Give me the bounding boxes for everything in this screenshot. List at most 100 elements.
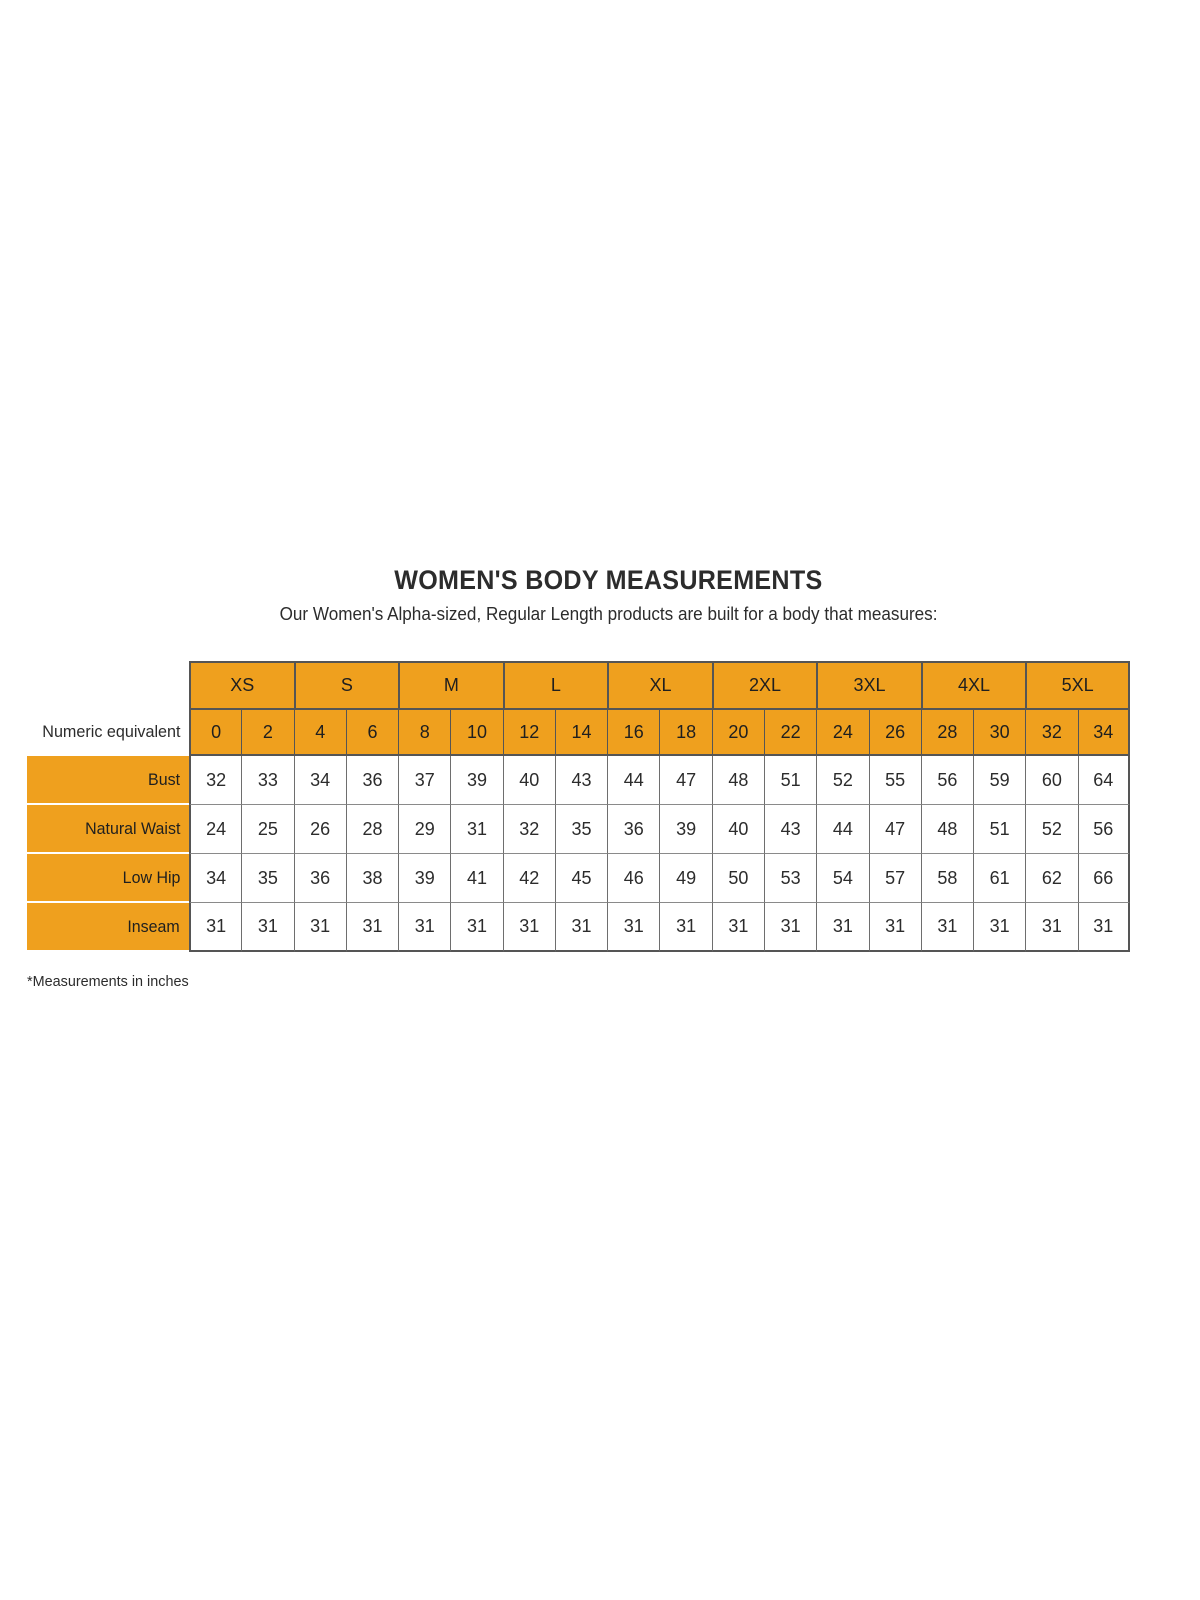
cell-low-hip-4: 36: [293, 854, 346, 903]
cell-inseam-34: 31: [1077, 903, 1130, 952]
cell-inseam-0: 31: [189, 903, 242, 952]
cell-low-hip-2: 35: [241, 854, 294, 903]
cell-low-hip-6: 38: [345, 854, 399, 903]
numeric-size-header-12: 12: [502, 708, 555, 756]
cell-low-hip-30: 61: [973, 854, 1026, 903]
cell-bust-32: 60: [1025, 756, 1078, 805]
cell-bust-34: 64: [1077, 756, 1130, 805]
row-label-text: Inseam: [127, 916, 181, 936]
cell-inseam-22: 31: [763, 903, 817, 952]
numeric-size-header-24: 24: [816, 708, 869, 756]
numeric-size-header-28: 28: [920, 708, 974, 756]
cell-natural-waist-18: 39: [659, 805, 712, 854]
cell-natural-waist-4: 26: [293, 805, 346, 854]
alpha-size-header-s: S: [293, 661, 399, 708]
cell-bust-2: 33: [241, 756, 294, 805]
cell-low-hip-10: 41: [450, 854, 503, 903]
numeric-size-header-2: 2: [241, 708, 294, 756]
numeric-size-header-34: 34: [1077, 708, 1130, 756]
cell-natural-waist-22: 43: [763, 805, 817, 854]
cell-natural-waist-14: 35: [554, 805, 608, 854]
cell-natural-waist-2: 25: [241, 805, 294, 854]
cell-low-hip-14: 45: [554, 854, 608, 903]
cell-bust-0: 32: [189, 756, 242, 805]
numeric-size-header-10: 10: [450, 708, 503, 756]
cell-bust-30: 59: [973, 756, 1026, 805]
cell-natural-waist-30: 51: [973, 805, 1026, 854]
cell-natural-waist-10: 31: [450, 805, 503, 854]
cell-low-hip-12: 42: [502, 854, 555, 903]
cell-low-hip-18: 49: [659, 854, 712, 903]
cell-inseam-16: 31: [607, 903, 660, 952]
cell-bust-16: 44: [607, 756, 660, 805]
cell-inseam-2: 31: [241, 903, 294, 952]
row-label-inseam: Inseam: [27, 903, 190, 952]
cell-bust-20: 48: [711, 756, 764, 805]
row-label-natural-waist: Natural Waist: [27, 805, 190, 854]
numeric-equivalent-label-text: Numeric equivalent: [41, 722, 181, 741]
alpha-size-header-xs: XS: [189, 661, 294, 708]
cell-bust-28: 56: [920, 756, 974, 805]
alpha-size-header-3xl: 3XL: [816, 661, 921, 708]
cell-inseam-4: 31: [293, 903, 346, 952]
alpha-size-header-l: L: [502, 661, 608, 708]
cell-low-hip-24: 54: [816, 854, 869, 903]
cell-low-hip-22: 53: [763, 854, 817, 903]
cell-inseam-6: 31: [345, 903, 399, 952]
page-subtitle: Our Women's Alpha-sized, Regular Length …: [279, 603, 938, 624]
numeric-size-header-8: 8: [398, 708, 451, 756]
cell-bust-18: 47: [659, 756, 712, 805]
cell-low-hip-0: 34: [189, 854, 242, 903]
page-title: WOMEN'S BODY MEASUREMENTS: [394, 565, 823, 595]
cell-natural-waist-0: 24: [189, 805, 242, 854]
cell-natural-waist-32: 52: [1025, 805, 1078, 854]
measurements-table-wrapper: XS S M L XL 2XL 3XL 4XL 5XL Numeric equivalent 0 2 4…: [27, 661, 1130, 952]
row-label-bust: Bust: [27, 756, 190, 805]
cell-inseam-28: 31: [920, 903, 974, 952]
cell-bust-24: 52: [816, 756, 869, 805]
numeric-size-header-16: 16: [607, 708, 660, 756]
alpha-size-header-4xl: 4XL: [920, 661, 1026, 708]
cell-inseam-12: 31: [502, 903, 555, 952]
numeric-equivalent-row: Numeric equivalent 0 2 4 6 8 10 12 14 16 18 20 22 24 2…: [27, 708, 1130, 756]
size-chart-container: WOMEN'S BODY MEASUREMENTS Our Women's Al…: [0, 565, 1200, 990]
alpha-size-header-m: M: [398, 661, 503, 708]
measurements-table: XS S M L XL 2XL 3XL 4XL 5XL Numeric equivalent 0 2 4…: [27, 661, 1130, 952]
cell-inseam-18: 31: [659, 903, 712, 952]
alpha-size-header-row: XS S M L XL 2XL 3XL 4XL 5XL: [27, 661, 1130, 708]
numeric-size-header-22: 22: [763, 708, 817, 756]
cell-low-hip-26: 57: [868, 854, 921, 903]
cell-natural-waist-20: 40: [711, 805, 764, 854]
cell-natural-waist-8: 29: [398, 805, 451, 854]
cell-natural-waist-24: 44: [816, 805, 869, 854]
numeric-size-header-18: 18: [659, 708, 712, 756]
numeric-size-header-20: 20: [711, 708, 764, 756]
cell-inseam-10: 31: [450, 903, 503, 952]
cell-bust-6: 36: [345, 756, 399, 805]
cell-natural-waist-12: 32: [502, 805, 555, 854]
numeric-size-header-0: 0: [189, 708, 242, 756]
numeric-equivalent-label: Numeric equivalent: [27, 708, 190, 756]
numeric-size-header-30: 30: [973, 708, 1026, 756]
cell-natural-waist-28: 48: [920, 805, 974, 854]
cell-inseam-24: 31: [816, 903, 869, 952]
alpha-size-header-xl: XL: [607, 661, 712, 708]
cell-natural-waist-34: 56: [1077, 805, 1130, 854]
cell-natural-waist-16: 36: [607, 805, 660, 854]
cell-natural-waist-26: 47: [868, 805, 921, 854]
cell-bust-14: 43: [554, 756, 608, 805]
cell-bust-22: 51: [763, 756, 817, 805]
numeric-size-header-26: 26: [868, 708, 921, 756]
cell-inseam-8: 31: [398, 903, 451, 952]
numeric-size-header-6: 6: [345, 708, 399, 756]
footnote-text: *Measurements in inches: [27, 973, 189, 990]
cell-low-hip-20: 50: [711, 854, 764, 903]
table-row: Low Hip 34 35 36 38 39 41 42 45 46 49 50 53 54 57 58 61 6…: [27, 854, 1130, 903]
footnote: *Measurements in inches: [27, 973, 195, 990]
row-label-low-hip: Low Hip: [27, 854, 190, 903]
table-row: Natural Waist 24 25 26 28 29 31 32 35 36 39 40 43 44 4…: [27, 805, 1130, 854]
cell-bust-10: 39: [450, 756, 503, 805]
header-corner-spacer: [27, 661, 190, 708]
alpha-size-header-5xl: 5XL: [1025, 661, 1130, 708]
numeric-size-header-4: 4: [293, 708, 346, 756]
